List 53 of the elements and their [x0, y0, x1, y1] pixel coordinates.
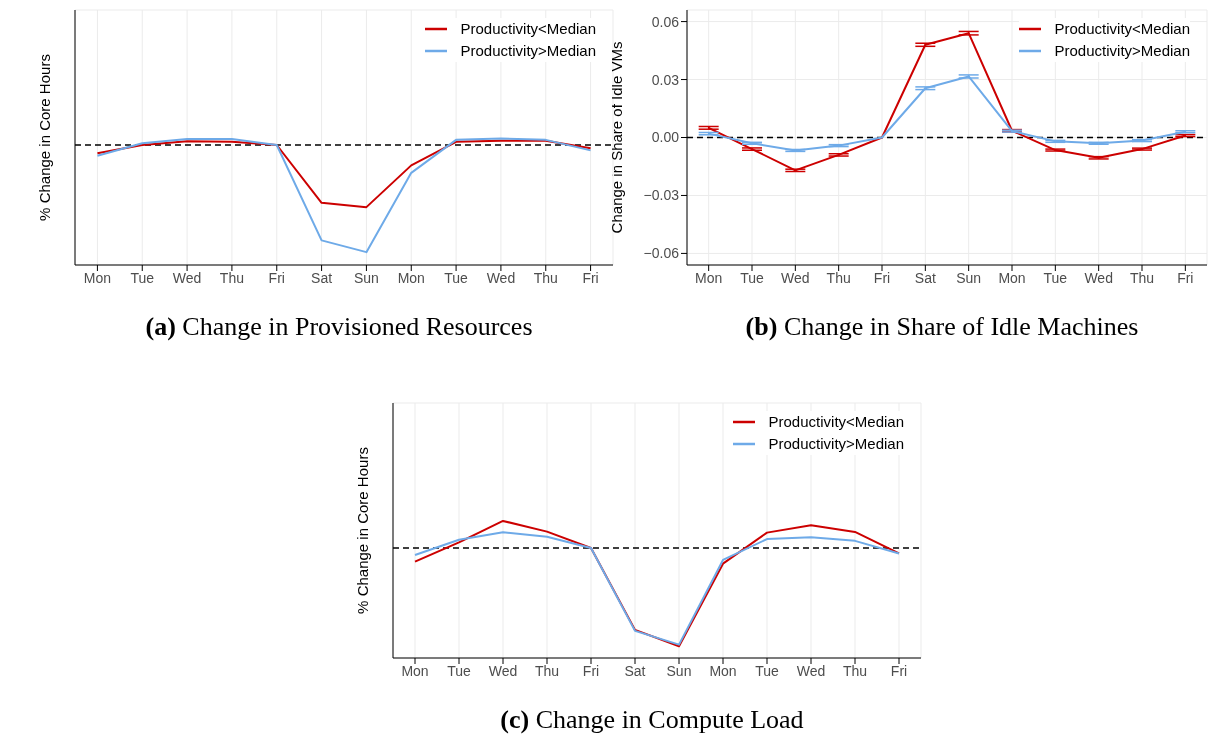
x-tick-label: Fri [873, 269, 891, 286]
y-axis-title: % Change in Core Hours [354, 447, 372, 614]
x-tick-label: Tue [755, 662, 780, 679]
text: (a) Change in Provisioned Resources [144, 312, 534, 342]
y-tick-label: 0.03 [651, 71, 680, 88]
y-tick-label: −0.06 [643, 245, 680, 262]
x-tick-label: Wed [781, 269, 810, 286]
x-tick-label: Thu [826, 269, 851, 286]
x-tick-label: Wed [172, 269, 202, 286]
x-tick-label: Mon [397, 269, 425, 286]
x-tick-label: Fri [1177, 269, 1194, 286]
x-tick-label: Thu [534, 662, 560, 679]
legend-label: Productivity>Median [768, 434, 904, 454]
legend-label: Productivity>Median [460, 41, 596, 61]
x-tick-label: Tue [1043, 269, 1068, 286]
y-axis-title: % Change in Core Hours [36, 54, 54, 221]
x-tick-label: Fri [890, 662, 908, 679]
x-tick-label: Sat [624, 662, 646, 679]
x-tick-label: Sun [353, 269, 379, 286]
x-tick-label: Wed [488, 662, 518, 679]
x-tick-label: Thu [533, 269, 558, 286]
x-tick-label: Mon [695, 269, 723, 286]
x-tick-label: Sat [311, 269, 333, 286]
x-tick-label: Mon [998, 269, 1026, 286]
x-tick-label: Fri [582, 269, 599, 286]
legend-label: Productivity>Median [1054, 41, 1190, 61]
y-tick-label: 0.00 [651, 129, 680, 146]
x-tick-label: Thu [842, 662, 868, 679]
x-tick-label: Wed [1084, 269, 1113, 286]
x-tick-label: Thu [1129, 269, 1155, 286]
y-axis-title: Change in Share of Idle VMs [608, 41, 626, 234]
legend-label: Productivity<Median [460, 19, 596, 39]
x-tick-label: Thu [219, 269, 244, 286]
x-tick-label: Tue [444, 269, 469, 286]
x-tick-label: Tue [447, 662, 472, 679]
y-tick-label: 0.06 [651, 13, 680, 30]
x-tick-label: Sat [914, 269, 936, 286]
x-tick-label: Sun [956, 269, 982, 286]
text: (c) Change in Compute Load [499, 705, 805, 735]
x-tick-label: Tue [740, 269, 765, 286]
x-tick-label: Mon [83, 269, 112, 286]
x-tick-label: Fri [582, 662, 600, 679]
legend-label: Productivity<Median [1054, 19, 1190, 39]
x-tick-label: Fri [268, 269, 285, 286]
text: (b) Change in Share of Idle Machines [744, 312, 1140, 342]
x-tick-label: Tue [130, 269, 155, 286]
y-tick-label: −0.03 [643, 187, 680, 204]
x-tick-label: Wed [796, 662, 826, 679]
x-tick-label: Mon [709, 662, 737, 679]
legend-label: Productivity<Median [768, 412, 904, 432]
x-tick-label: Sun [666, 662, 692, 679]
x-tick-label: Wed [486, 269, 516, 286]
x-tick-label: Mon [401, 662, 429, 679]
